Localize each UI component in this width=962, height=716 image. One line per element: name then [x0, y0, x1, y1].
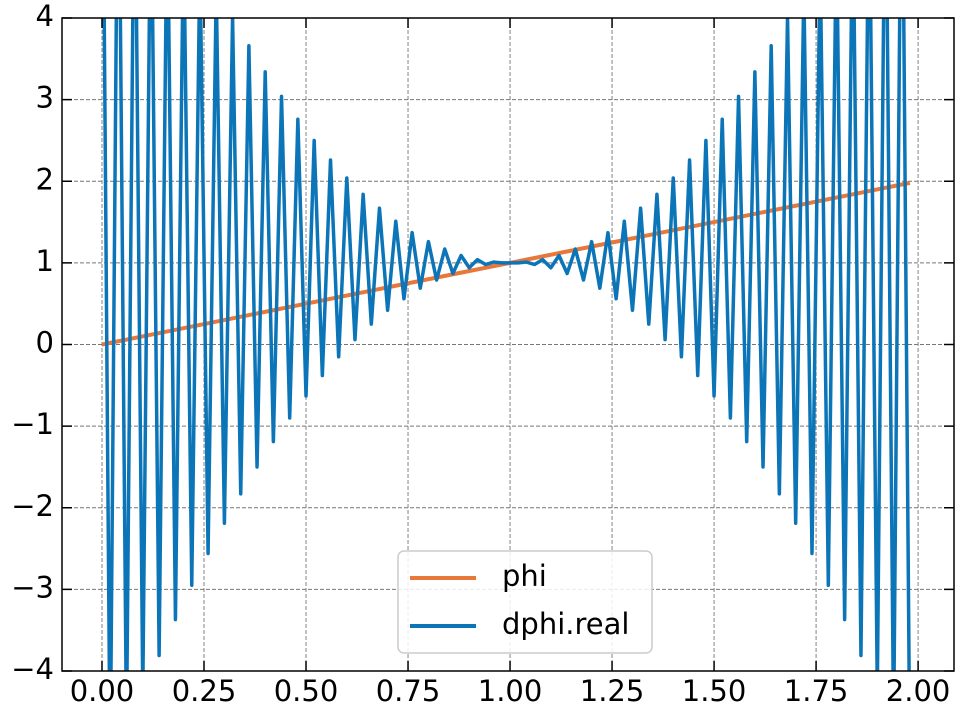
ticks: 0.00 0.25 0.50 0.75 1.00 1.25 1.50 1.75 2.00 −4 −3… — [11, 0, 954, 708]
y-tick-label: 3 — [36, 81, 54, 115]
plot-area — [101, 18, 911, 671]
x-tick-label: 0.25 — [172, 674, 237, 708]
y-tick-label: 1 — [36, 244, 54, 278]
x-tick-label: 1.25 — [580, 674, 645, 708]
legend-label: phi — [502, 559, 547, 593]
y-tick-label: 0 — [36, 326, 54, 360]
y-tick-label: −4 — [11, 652, 54, 686]
y-tick-label: −3 — [11, 570, 54, 604]
y-tick-label: −2 — [11, 489, 54, 523]
x-tick-label: 1.50 — [682, 674, 747, 708]
y-tick-label: 2 — [36, 162, 54, 196]
x-tick-label: 1.75 — [784, 674, 849, 708]
y-tick-label: 4 — [36, 0, 54, 33]
y-tick-label: −1 — [11, 407, 54, 441]
x-tick-label: 2.00 — [886, 674, 951, 708]
legend-label: dphi.real — [502, 607, 629, 641]
x-tick-label: 0.00 — [70, 674, 135, 708]
x-tick-label: 1.00 — [478, 674, 543, 708]
x-tick-label: 0.50 — [274, 674, 339, 708]
legend: phi dphi.real — [397, 550, 653, 654]
data-line — [102, 18, 911, 671]
x-tick-label: 0.75 — [376, 674, 441, 708]
